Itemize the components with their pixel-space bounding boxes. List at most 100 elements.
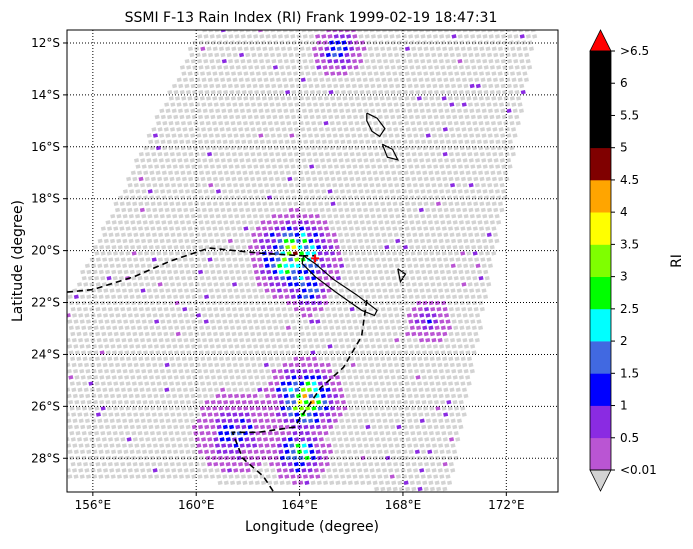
- rain-pixel: [170, 387, 176, 392]
- rain-pixel: [85, 319, 91, 324]
- rain-pixel: [388, 468, 394, 473]
- rain-pixel: [183, 182, 189, 188]
- rain-pixel: [494, 58, 500, 64]
- rain-pixel: [156, 201, 162, 206]
- rain-pixel: [177, 263, 183, 268]
- rain-pixel: [209, 164, 215, 169]
- rain-pixel: [247, 269, 253, 275]
- rain-pixel: [491, 251, 497, 256]
- rain-pixel: [212, 226, 218, 231]
- rain-pixel: [77, 362, 83, 368]
- rain-pixel: [368, 151, 374, 157]
- rain-pixel: [431, 443, 437, 448]
- rain-pixel: [316, 350, 322, 355]
- rain-pixel: [83, 437, 89, 442]
- rain-pixel: [442, 46, 448, 51]
- rain-pixel: [229, 269, 235, 275]
- rain-pixel: [261, 275, 267, 281]
- rain-pixel: [424, 77, 430, 82]
- rain-pixel: [169, 226, 175, 231]
- rain-pixel: [179, 114, 185, 120]
- rain-pixel: [235, 269, 241, 275]
- rain-pixel: [140, 182, 146, 188]
- rain-pixel: [382, 443, 388, 448]
- rain-pixel: [135, 213, 141, 219]
- rain-pixel: [375, 77, 381, 82]
- rain-pixel: [92, 424, 98, 430]
- rain-pixel: [195, 102, 201, 107]
- rain-pixel: [89, 387, 95, 392]
- rain-pixel: [248, 220, 254, 225]
- rain-pixel: [352, 34, 358, 39]
- rain-pixel: [111, 375, 117, 380]
- rain-pixel: [335, 350, 341, 355]
- rain-pixel: [425, 52, 431, 58]
- rain-pixel: [156, 251, 162, 256]
- rain-pixel: [216, 319, 222, 324]
- rain-pixel: [265, 164, 271, 169]
- rain-pixel: [313, 313, 319, 318]
- rain-pixel: [117, 399, 123, 405]
- rain-pixel: [232, 232, 238, 237]
- rain-pixel: [352, 164, 358, 169]
- rain-pixel: [342, 406, 348, 411]
- rain-pixel: [407, 393, 413, 399]
- rain-pixel: [105, 220, 111, 225]
- rain-pixel: [382, 288, 388, 293]
- rain-pixel: [361, 406, 367, 411]
- rain-pixel: [304, 40, 310, 45]
- rain-pixel: [276, 52, 282, 58]
- rain-pixel: [294, 282, 300, 287]
- rain-pixel: [121, 443, 127, 448]
- rain-pixel: [166, 213, 172, 219]
- rain-pixel: [325, 102, 331, 107]
- rain-pixel: [203, 393, 209, 399]
- rain-pixel: [389, 34, 395, 39]
- rain-pixel: [251, 77, 257, 82]
- rain-pixel: [243, 46, 249, 51]
- rain-pixel: [104, 319, 110, 324]
- rain-pixel: [160, 114, 166, 120]
- rain-pixel: [385, 430, 391, 436]
- rain-pixel: [208, 263, 214, 268]
- rain-pixel: [499, 182, 505, 188]
- rain-pixel: [154, 269, 160, 275]
- rain-pixel: [237, 331, 243, 337]
- rain-pixel: [79, 344, 85, 349]
- coastline: [301, 255, 378, 317]
- rain-pixel: [367, 356, 373, 361]
- rain-pixel: [363, 418, 369, 423]
- rain-pixel: [315, 319, 321, 324]
- rain-pixel: [271, 83, 277, 89]
- rain-pixel: [464, 269, 470, 275]
- rain-pixel: [386, 176, 392, 182]
- rain-pixel: [354, 325, 360, 330]
- rain-pixel: [177, 108, 183, 113]
- rain-pixel: [474, 52, 480, 58]
- rain-pixel: [98, 449, 104, 454]
- rain-pixel: [481, 182, 487, 188]
- rain-pixel: [269, 151, 275, 157]
- rain-pixel: [271, 474, 277, 479]
- rain-pixel: [289, 108, 295, 113]
- rain-pixel: [202, 288, 208, 293]
- rain-pixel: [154, 244, 160, 250]
- rain-pixel: [324, 71, 330, 76]
- rain-pixel: [400, 158, 406, 163]
- rain-pixel: [441, 430, 447, 436]
- rain-pixel: [202, 337, 208, 343]
- rain-pixel: [181, 251, 187, 256]
- rain-pixel: [126, 437, 132, 442]
- rain-pixel: [212, 331, 218, 337]
- rain-pixel: [232, 77, 238, 82]
- rain-pixel: [185, 139, 191, 144]
- rain-pixel: [106, 275, 112, 281]
- rain-pixel: [228, 139, 234, 144]
- rain-pixel: [359, 399, 365, 405]
- rain-pixel: [142, 449, 148, 454]
- rain-pixel: [278, 244, 284, 250]
- rain-pixel: [156, 275, 162, 281]
- rain-pixel: [359, 449, 365, 454]
- rain-pixel: [464, 319, 470, 324]
- rain-pixel: [229, 424, 235, 430]
